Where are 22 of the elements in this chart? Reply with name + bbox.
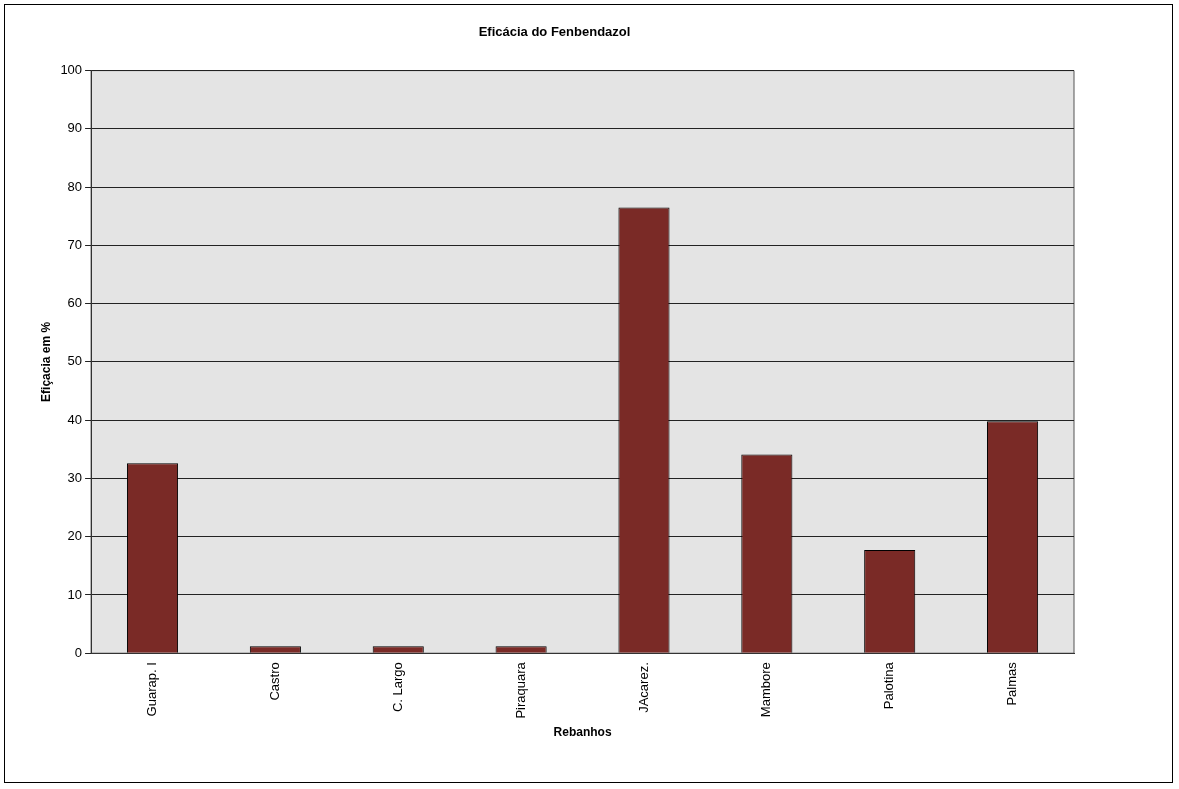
- x-tick-label: C. Largo: [389, 662, 405, 713]
- y-tick-label: 80: [67, 178, 83, 194]
- y-tick-label: 10: [67, 586, 83, 602]
- x-tick-label: JAcarez.: [635, 662, 651, 713]
- y-tick-label: 0: [74, 644, 83, 660]
- y-tick-label: 30: [67, 470, 83, 486]
- y-tick-label: 90: [67, 120, 83, 136]
- x-tick-label: Palotina: [881, 661, 897, 710]
- y-axis-title: Efiçacia em %: [38, 321, 53, 402]
- x-tick-label: Guarap. I: [144, 662, 160, 717]
- y-tick-label: 40: [67, 411, 83, 427]
- y-tick-label: 20: [67, 528, 83, 544]
- y-tick-label: 60: [67, 295, 83, 311]
- chart-title: Eficácia do Fenbendazol: [478, 24, 631, 40]
- x-tick-label: Mambore: [758, 662, 774, 718]
- y-tick-label: 70: [67, 236, 83, 252]
- x-tick-label: Piraquara: [512, 661, 528, 719]
- y-tick-label: 50: [67, 353, 83, 369]
- x-tick-label: Palmas: [1004, 661, 1020, 706]
- y-tick-label: 100: [60, 62, 83, 78]
- x-axis-title: Rebanhos: [553, 725, 612, 740]
- x-tick-label: Castro: [266, 662, 282, 701]
